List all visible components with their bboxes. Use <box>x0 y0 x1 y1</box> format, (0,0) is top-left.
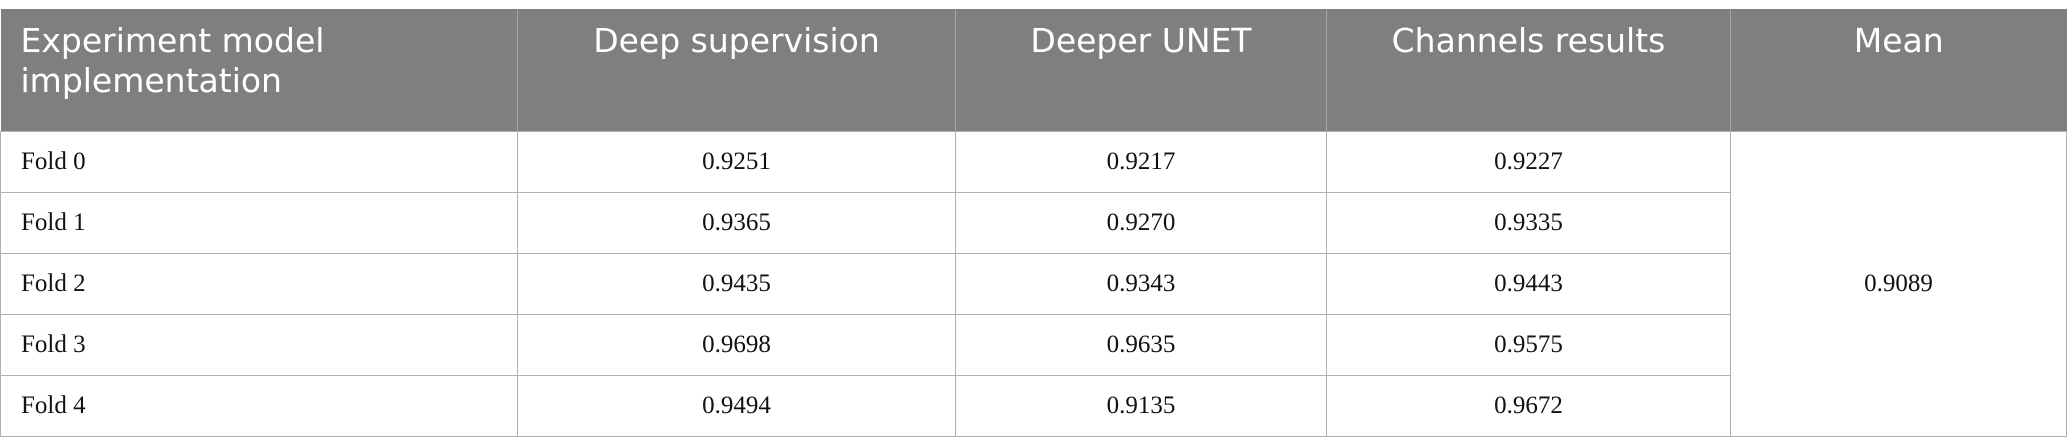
cell: 0.9575 <box>1326 314 1731 376</box>
table-body: Fold 0 0.9251 0.9217 0.9227 0.9089 Fold 1 0.93… <box>0 131 2067 437</box>
cell: 0.9698 <box>517 314 956 376</box>
cell: 0.9635 <box>955 314 1327 376</box>
row-label: Fold 1 <box>0 192 518 254</box>
table-row: Fold 4 0.9494 0.9135 0.9672 <box>0 375 2067 437</box>
column-header: Deep supervision <box>517 9 956 132</box>
column-header: Mean <box>1730 9 2067 132</box>
row-label: Fold 2 <box>0 253 518 315</box>
cell: 0.9270 <box>955 192 1327 254</box>
header-row: Experiment model implementation Deep supe… <box>0 9 2067 132</box>
cell: 0.9443 <box>1326 253 1731 315</box>
cell: 0.9343 <box>955 253 1327 315</box>
cell: 0.9435 <box>517 253 956 315</box>
cell: 0.9135 <box>955 375 1327 437</box>
table-row: Fold 2 0.9435 0.9343 0.9443 <box>0 253 2067 315</box>
cell: 0.9365 <box>517 192 956 254</box>
cell: 0.9217 <box>955 131 1327 193</box>
column-header: Deeper UNET <box>955 9 1327 132</box>
row-label: Fold 3 <box>0 314 518 376</box>
table-row: Fold 0 0.9251 0.9217 0.9227 0.9089 <box>0 131 2067 437</box>
row-label: Fold 4 <box>0 375 518 437</box>
row-label: Fold 0 <box>0 131 518 193</box>
table-row: Fold 3 0.9698 0.9635 0.9575 <box>0 314 2067 376</box>
cell: 0.9251 <box>517 131 956 193</box>
table-header: Experiment model implementation Deep supe… <box>0 9 2067 132</box>
results-table: Experiment model implementation Deep supe… <box>0 9 2067 437</box>
cell: 0.9672 <box>1326 375 1731 437</box>
column-header: Experiment model implementation <box>0 9 518 132</box>
column-header: Channels results <box>1326 9 1731 132</box>
mean-cell: 0.9089 <box>1730 131 2067 437</box>
cell: 0.9227 <box>1326 131 1731 193</box>
cell: 0.9335 <box>1326 192 1731 254</box>
cell: 0.9494 <box>517 375 956 437</box>
